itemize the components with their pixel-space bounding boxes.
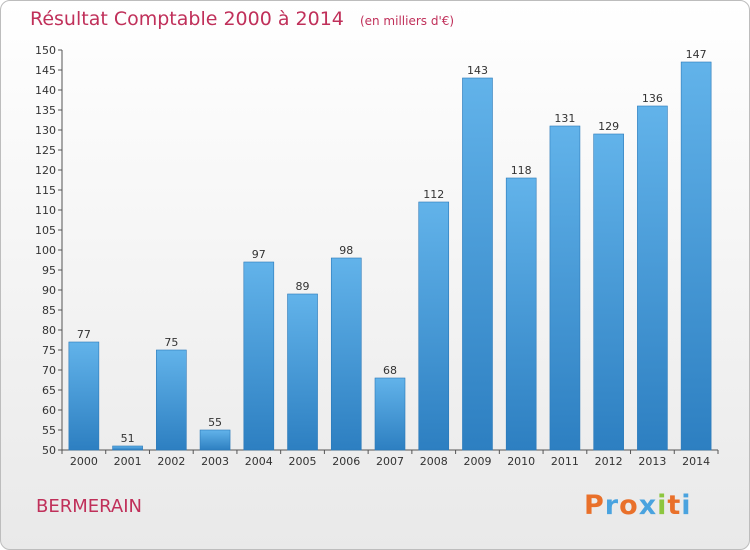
- bar-value-label: 136: [642, 92, 663, 105]
- x-tick-label: 2008: [420, 455, 448, 468]
- chart-bars: 77 51 75 55 97 89 98 68 112 143 118 131 129 136 147: [68, 48, 712, 451]
- logo-letter: i: [681, 490, 692, 521]
- bar-value-label: 77: [77, 328, 91, 341]
- bar-value-label: 143: [467, 64, 488, 77]
- y-tick-label: 55: [42, 424, 56, 437]
- y-tick-label: 125: [35, 144, 56, 157]
- x-tick-label: 2012: [595, 455, 623, 468]
- logo-letter: x: [638, 490, 658, 521]
- y-tick-label: 50: [42, 444, 56, 457]
- logo-letter: o: [619, 490, 639, 521]
- bar-2003: [199, 429, 231, 451]
- x-tick-label: 2006: [332, 455, 360, 468]
- y-tick-label: 110: [35, 204, 56, 217]
- x-tick-label: 2013: [638, 455, 666, 468]
- bar-2001: [112, 445, 143, 451]
- y-tick-label: 140: [35, 84, 56, 97]
- x-tick-label: 2014: [682, 455, 710, 468]
- x-tick-label: 2009: [463, 455, 491, 468]
- bar-2000: [68, 341, 100, 451]
- bar-2014: [680, 61, 712, 451]
- bar-2006: [330, 257, 362, 451]
- y-tick-label: 130: [35, 124, 56, 137]
- bar-2005: [287, 293, 318, 451]
- y-tick-label: 150: [35, 44, 56, 57]
- y-tick-label: 145: [35, 64, 56, 77]
- bar-2008: [418, 201, 450, 451]
- bar-value-label: 55: [208, 416, 222, 429]
- x-tick-label: 2007: [376, 455, 404, 468]
- y-tick-label: 115: [35, 184, 56, 197]
- commune-name: BERMERAIN: [36, 496, 142, 517]
- proxiti-logo: Proxiti: [584, 490, 692, 521]
- logo-letter: i: [657, 490, 668, 521]
- logo-letter: t: [667, 490, 682, 521]
- bar-2007: [374, 377, 406, 451]
- bar-2011: [549, 125, 581, 451]
- bar-2004: [243, 261, 275, 451]
- y-tick-label: 85: [42, 304, 56, 317]
- x-tick-label: 2000: [70, 455, 98, 468]
- bar-2012: [593, 133, 624, 451]
- bar-2013: [637, 105, 668, 451]
- y-tick-label: 100: [35, 244, 56, 257]
- y-tick-label: 95: [42, 264, 56, 277]
- bar-value-label: 51: [121, 432, 135, 445]
- y-tick-label: 75: [42, 344, 56, 357]
- bar-2002: [156, 349, 187, 451]
- bar-2009: [462, 77, 493, 451]
- x-tick-label: 2005: [289, 455, 317, 468]
- bar-value-label: 112: [423, 188, 444, 201]
- bar-value-label: 131: [554, 112, 575, 125]
- bar-value-label: 89: [296, 280, 310, 293]
- x-tick-label: 2001: [114, 455, 142, 468]
- x-tick-label: 2003: [201, 455, 229, 468]
- x-tick-label: 2011: [551, 455, 579, 468]
- logo-letter: r: [604, 490, 620, 521]
- x-tick-label: 2002: [157, 455, 185, 468]
- y-tick-label: 65: [42, 384, 56, 397]
- y-tick-label: 60: [42, 404, 56, 417]
- chart-title: Résultat Comptable 2000 à 2014 (en milli…: [30, 8, 454, 30]
- bar-value-label: 118: [511, 164, 532, 177]
- y-tick-label: 135: [35, 104, 56, 117]
- x-tick-label: 2004: [245, 455, 273, 468]
- chart-subtitle: (en milliers d'€): [360, 14, 454, 28]
- y-tick-label: 70: [42, 364, 56, 377]
- bar-value-label: 129: [598, 120, 619, 133]
- bar-value-label: 98: [339, 244, 353, 257]
- y-tick-label: 105: [35, 224, 56, 237]
- bar-value-label: 97: [252, 248, 266, 261]
- y-tick-label: 90: [42, 284, 56, 297]
- logo-letter: P: [584, 490, 605, 521]
- x-tick-label: 2010: [507, 455, 535, 468]
- y-tick-label: 80: [42, 324, 56, 337]
- y-tick-label: 120: [35, 164, 56, 177]
- bar-value-label: 68: [383, 364, 397, 377]
- bar-2010: [505, 177, 537, 451]
- bar-value-label: 75: [164, 336, 178, 349]
- bar-value-label: 147: [686, 48, 707, 61]
- chart-title-text: Résultat Comptable 2000 à 2014: [30, 8, 344, 30]
